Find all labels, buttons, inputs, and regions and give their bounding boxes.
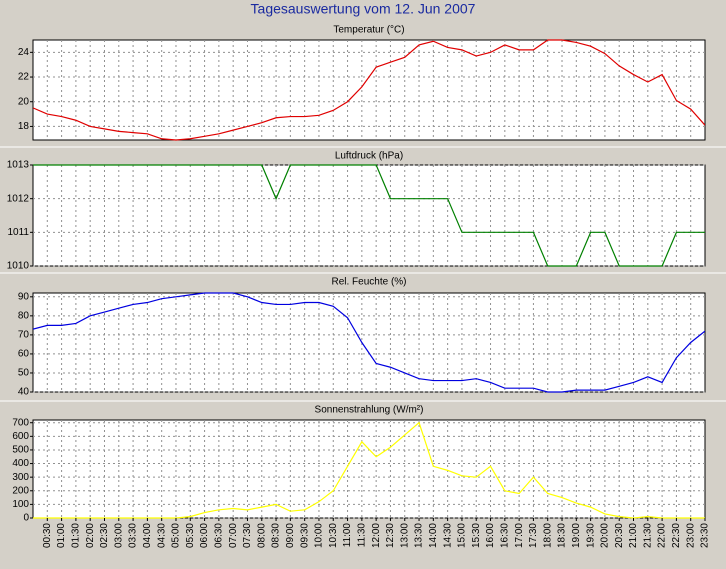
x-tick-label: 16:30 [499, 523, 510, 548]
x-tick-label: 19:30 [585, 523, 596, 548]
plot-area [32, 164, 706, 267]
x-tick-label: 04:30 [156, 523, 167, 548]
x-tick-label: 11:30 [356, 523, 367, 548]
x-tick-label: 13:00 [399, 523, 410, 548]
x-tick-label: 18:30 [557, 523, 568, 548]
y-tick-label: 700 [12, 417, 29, 428]
x-tick-label: 23:30 [700, 523, 711, 548]
x-tick-label: 23:00 [685, 523, 696, 548]
x-tick-label: 11:00 [342, 523, 353, 548]
x-tick-label: 07:30 [242, 523, 253, 548]
x-tick-label: 03:30 [128, 523, 139, 548]
x-tick-label: 12:00 [371, 523, 382, 548]
x-tick-label: 16:00 [485, 523, 496, 548]
y-tick-label: 0 [23, 513, 29, 524]
x-tick-label: 22:30 [671, 523, 682, 548]
x-tick-label: 05:00 [171, 523, 182, 548]
panel-title: Luftdruck (hPa) [335, 151, 403, 162]
panel-title: Temperatur (°C) [333, 25, 404, 36]
y-tick-label: 60 [18, 349, 30, 360]
page-title: Tagesauswertung vom 12. Jun 2007 [251, 1, 476, 17]
y-tick-label: 1012 [7, 193, 30, 204]
y-tick-label: 50 [18, 368, 30, 379]
x-tick-label: 15:00 [457, 523, 468, 548]
x-tick-label: 07:00 [228, 523, 239, 548]
y-tick-label: 20 [18, 96, 30, 107]
x-tick-label: 01:30 [71, 523, 82, 548]
x-tick-label: 17:00 [514, 523, 525, 548]
data-line [33, 421, 705, 519]
x-tick-label: 14:30 [442, 523, 453, 548]
y-tick-label: 80 [18, 310, 30, 321]
x-tick-label: 08:00 [256, 523, 267, 548]
x-tick-label: 06:30 [214, 523, 225, 548]
x-tick-label: 05:30 [185, 523, 196, 548]
y-tick-label: 1013 [7, 160, 30, 171]
y-tick-label: 400 [12, 458, 29, 469]
y-tick-label: 40 [18, 387, 30, 398]
panel-title: Rel. Feuchte (%) [331, 277, 406, 288]
data-line [33, 164, 705, 267]
y-tick-label: 90 [18, 291, 30, 302]
x-tick-label: 21:30 [642, 523, 653, 548]
x-tick-label: 19:00 [571, 523, 582, 548]
y-tick-label: 100 [12, 499, 29, 510]
x-tick-label: 15:30 [471, 523, 482, 548]
x-tick-label: 13:30 [414, 523, 425, 548]
x-tick-label: 00:30 [42, 523, 53, 548]
panel-title: Sonnenstrahlung (W/m²) [315, 405, 424, 416]
x-tick-label: 09:30 [299, 523, 310, 548]
x-tick-label: 02:30 [99, 523, 110, 548]
y-tick-label: 18 [18, 121, 30, 132]
y-tick-label: 1011 [7, 227, 29, 238]
x-tick-label: 12:30 [385, 523, 396, 548]
x-tick-label: 10:00 [314, 523, 325, 548]
y-tick-label: 200 [12, 485, 29, 496]
y-tick-label: 22 [18, 72, 30, 83]
y-tick-label: 600 [12, 431, 29, 442]
x-tick-label: 06:00 [199, 523, 210, 548]
x-tick-label: 08:30 [271, 523, 282, 548]
y-tick-label: 24 [18, 47, 30, 58]
x-tick-label: 01:00 [56, 523, 67, 548]
plot-area [32, 292, 706, 393]
x-tick-label: 20:30 [614, 523, 625, 548]
y-tick-label: 300 [12, 472, 29, 483]
x-tick-label: 14:00 [428, 523, 439, 548]
x-tick-label: 04:00 [142, 523, 153, 548]
x-tick-label: 20:00 [600, 523, 611, 548]
data-line [33, 292, 705, 393]
x-tick-label: 03:00 [113, 523, 124, 548]
x-tick-label: 09:00 [285, 523, 296, 548]
plot-area [32, 39, 706, 141]
x-tick-label: 22:00 [657, 523, 668, 548]
x-tick-label: 02:00 [85, 523, 96, 548]
x-tick-label: 18:00 [542, 523, 553, 548]
plot-area [32, 419, 706, 519]
x-tick-label: 17:30 [528, 523, 539, 548]
x-tick-label: 21:00 [628, 523, 639, 548]
y-tick-label: 70 [18, 330, 30, 341]
y-tick-label: 1010 [7, 261, 30, 272]
x-tick-label: 10:30 [328, 523, 339, 548]
data-line [33, 39, 705, 141]
y-tick-label: 500 [12, 445, 29, 456]
